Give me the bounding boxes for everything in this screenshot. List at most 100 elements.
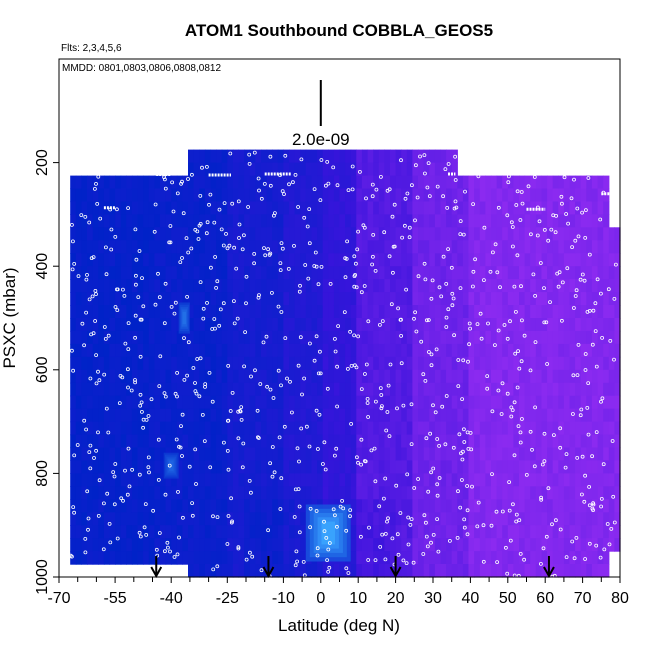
- sample-marker: [392, 202, 397, 207]
- sample-marker: [96, 430, 100, 435]
- heatmap-cell: [81, 292, 88, 306]
- heatmap-cell: [227, 486, 234, 500]
- heatmap-cell: [603, 214, 610, 228]
- heatmap-cell: [70, 421, 77, 436]
- heatmap-cell: [558, 382, 565, 397]
- heatmap-cell: [401, 499, 408, 513]
- sample-marker: [430, 278, 435, 283]
- sample-marker: [98, 216, 103, 221]
- heatmap-cell: [300, 253, 307, 267]
- heatmap-cell: [165, 395, 172, 410]
- heatmap-cell: [81, 421, 88, 436]
- heatmap-cell: [406, 227, 413, 241]
- heatmap-cell: [434, 162, 442, 177]
- heatmap-cell: [434, 564, 442, 578]
- heatmap-cell: [468, 356, 475, 371]
- heatmap-cell: [457, 564, 464, 578]
- sample-marker: [587, 541, 592, 546]
- heatmap-cell: [350, 473, 357, 487]
- heatmap-cell: [204, 382, 212, 397]
- sample-marker: [130, 467, 135, 472]
- heatmap-cell: [131, 486, 139, 500]
- sample-marker: [460, 457, 465, 462]
- heatmap-cell: [188, 499, 195, 513]
- heatmap-cell: [294, 434, 301, 449]
- heatmap-cell: [563, 318, 571, 332]
- heatmap-cell: [474, 564, 481, 578]
- heatmap-cell: [541, 525, 548, 539]
- sample-marker: [409, 402, 414, 407]
- heatmap-cell: [317, 292, 324, 306]
- heatmap-cell: [491, 240, 498, 254]
- sample-marker: [323, 183, 328, 188]
- heatmap-cell: [384, 330, 391, 345]
- sample-marker: [454, 205, 459, 210]
- heatmap-cell: [479, 434, 486, 449]
- heatmap-cell: [418, 525, 425, 539]
- heatmap-cell: [401, 538, 408, 552]
- heatmap-cell: [199, 305, 206, 319]
- heatmap-cell: [591, 253, 599, 267]
- heatmap-cell: [154, 305, 161, 319]
- heatmap-cell: [378, 551, 385, 565]
- heatmap-cell: [261, 201, 268, 215]
- heatmap-cell: [591, 460, 599, 474]
- heatmap-cell: [597, 240, 604, 254]
- heatmap-cell: [176, 292, 183, 306]
- heatmap-cell: [232, 564, 240, 578]
- heatmap-cell: [446, 214, 453, 228]
- heatmap-cell: [160, 525, 167, 539]
- surface-arrow-head: [262, 566, 275, 579]
- heatmap-cell: [361, 240, 369, 254]
- sample-marker: [542, 459, 547, 464]
- heatmap-cell: [143, 343, 150, 358]
- heatmap-cell: [468, 343, 475, 358]
- sample-marker: [424, 534, 429, 539]
- heatmap-cell: [547, 227, 554, 241]
- heatmap-cell: [283, 499, 290, 513]
- flights-note: Flts: 2,3,4,5,6: [61, 43, 122, 54]
- heatmap-cell: [266, 369, 273, 384]
- heatmap-cell: [451, 305, 458, 319]
- sample-marker: [437, 443, 442, 448]
- heatmap-cell: [333, 330, 341, 345]
- sample-marker: [338, 504, 343, 509]
- heatmap-cell: [462, 253, 470, 267]
- sample-marker: [362, 284, 367, 288]
- heatmap-cell: [131, 421, 139, 436]
- sample-marker: [377, 322, 382, 327]
- heatmap-cell: [390, 356, 397, 371]
- heatmap-cell: [289, 253, 296, 267]
- heatmap-cell: [524, 305, 531, 319]
- heatmap-cell: [451, 266, 458, 280]
- heatmap-cell: [255, 266, 262, 280]
- sample-marker: [399, 333, 404, 338]
- heatmap-cell: [176, 356, 183, 371]
- sample-marker: [279, 310, 284, 314]
- sample-marker: [143, 502, 148, 507]
- heatmap-cell: [519, 564, 526, 578]
- sample-marker: [300, 392, 304, 397]
- sample-marker: [509, 220, 514, 225]
- heatmap-cell: [586, 382, 593, 397]
- heatmap-cell: [507, 305, 514, 319]
- heatmap-cell: [103, 421, 111, 436]
- heatmap-cell: [126, 292, 133, 306]
- heatmap-cell: [367, 564, 374, 578]
- heatmap-cell: [541, 318, 548, 332]
- heatmap-cell: [160, 175, 167, 190]
- heatmap-cell: [563, 421, 571, 436]
- heatmap-cell: [378, 279, 385, 293]
- heatmap-cell: [423, 551, 430, 565]
- heatmap-cell: [597, 279, 604, 293]
- heatmap-cell: [519, 447, 526, 461]
- heatmap-cell: [272, 343, 279, 358]
- heatmap-cell: [597, 512, 604, 526]
- heatmap-cell: [530, 188, 537, 203]
- heatmap-cell: [547, 538, 554, 552]
- sample-marker: [614, 262, 618, 267]
- heatmap-cell: [103, 369, 111, 384]
- heatmap-cell: [591, 564, 599, 578]
- heatmap-cell: [491, 227, 498, 241]
- heatmap-cell: [479, 292, 486, 306]
